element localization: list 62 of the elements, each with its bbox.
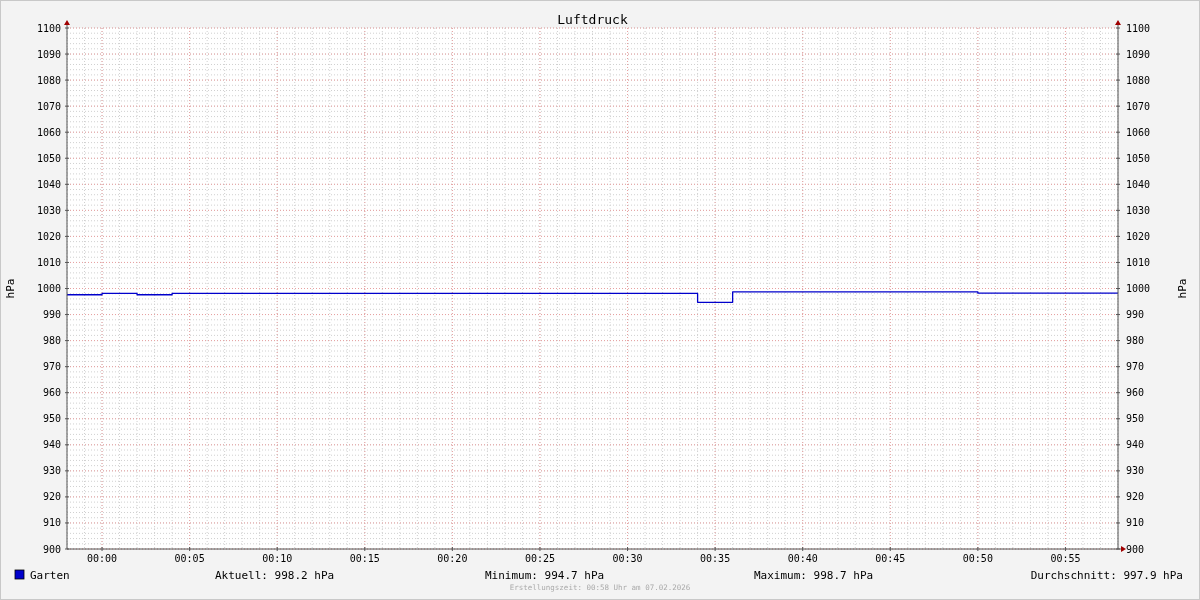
y-tick-label: 960 (42, 387, 61, 399)
y-tick-label: 910 (42, 517, 61, 529)
text: Aktuell: 998.2 hPa (215, 568, 335, 582)
x-tick-label: 00:25 (524, 553, 555, 564)
text: Maximum: 998.7 hPa (754, 568, 874, 582)
y2-tick-label: 980 (1126, 335, 1145, 347)
x-tick-label: 00:00 (86, 553, 118, 564)
y-tick-label: 920 (42, 491, 61, 503)
y2-tick-label: 1080 (1126, 74, 1151, 86)
x-tick-label: 00:20 (437, 553, 468, 564)
y-tick-label: 1030 (36, 204, 61, 216)
y-tick-label: 1020 (36, 230, 61, 242)
x-tick-label: 00:05 (174, 553, 205, 564)
y-tick-label: 1000 (36, 283, 61, 294)
x-tick-label: 00:30 (612, 553, 643, 564)
y2-tick-label: 1070 (1126, 100, 1151, 112)
y2-tick-label: 940 (1126, 439, 1145, 451)
y2-tick-label: 960 (1126, 387, 1145, 399)
y-tick-label: 980 (42, 335, 61, 347)
legend-label: Garten (30, 568, 70, 582)
y2-tick-label: 1000 (1126, 283, 1151, 294)
x-tick-label: 00:45 (875, 553, 906, 564)
y-tick-label: 900 (42, 543, 61, 555)
y-tick-label: 1070 (36, 100, 61, 112)
y-tick-label: 1090 (36, 48, 61, 60)
y2-tick-label: 1090 (1126, 48, 1151, 60)
y2-tick-label: 950 (1126, 413, 1145, 425)
y2-tick-label: 1100 (1126, 22, 1151, 34)
y-tick-label: 970 (42, 361, 61, 373)
y-tick-label: 1040 (36, 178, 61, 190)
y2-tick-label: 1030 (1126, 204, 1151, 216)
y2-tick-label: 990 (1126, 309, 1145, 321)
y-tick-label: 1060 (36, 126, 61, 138)
y2-tick-label: 1010 (1126, 256, 1151, 268)
x-tick-label: 00:40 (787, 553, 818, 564)
y2-tick-label: 1050 (1126, 152, 1151, 164)
y-tick-label: 1100 (36, 22, 61, 34)
y-tick-label: 1010 (36, 256, 61, 268)
y-tick-label: 1080 (36, 74, 61, 86)
chart-title: Luftdruck (557, 12, 628, 27)
y-tick-label: 940 (42, 439, 61, 451)
y2-tick-label: 900 (1126, 543, 1145, 555)
y-tick-label: 930 (42, 465, 61, 477)
y-tick-label: 1050 (36, 152, 61, 164)
y-axis-title: hPa (4, 278, 17, 299)
x-tick-label: 00:10 (262, 553, 293, 564)
x-tick-label: 00:35 (700, 553, 731, 564)
x-tick-label: 00:50 (962, 553, 993, 564)
y2-tick-label: 1060 (1126, 126, 1151, 138)
y-tick-label: 990 (42, 309, 61, 321)
y2-tick-label: 930 (1126, 465, 1145, 477)
y2-tick-label: 970 (1126, 361, 1145, 373)
y2-axis-title: hPa (1176, 278, 1189, 299)
y2-tick-label: 910 (1126, 517, 1145, 529)
y-tick-label: 950 (42, 413, 61, 425)
y2-tick-label: 1040 (1126, 178, 1151, 190)
x-tick-label: 00:15 (349, 553, 380, 564)
text: Minimum: 994.7 hPa (485, 568, 605, 582)
y2-tick-label: 1020 (1126, 230, 1151, 242)
y2-tick-label: 920 (1126, 491, 1145, 503)
text: Durchschnitt: 997.9 hPa (1030, 568, 1183, 582)
x-tick-label: 00:55 (1050, 553, 1081, 564)
